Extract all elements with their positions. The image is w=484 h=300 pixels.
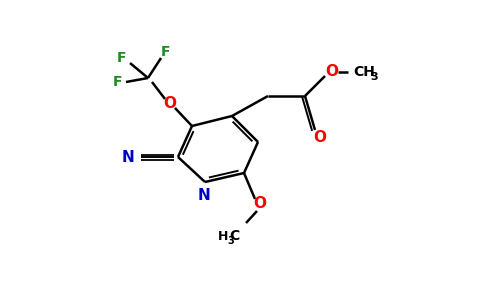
Text: F: F bbox=[160, 45, 170, 59]
Text: 3: 3 bbox=[227, 236, 234, 246]
Text: O: O bbox=[326, 64, 338, 80]
Text: 3: 3 bbox=[370, 72, 378, 82]
Text: CH: CH bbox=[353, 65, 375, 79]
Text: F: F bbox=[117, 51, 127, 65]
Text: H: H bbox=[218, 230, 228, 242]
Text: N: N bbox=[121, 149, 134, 164]
Text: C: C bbox=[230, 229, 240, 243]
Text: F: F bbox=[113, 75, 123, 89]
Text: O: O bbox=[164, 95, 177, 110]
Text: O: O bbox=[254, 196, 267, 211]
Text: O: O bbox=[314, 130, 327, 146]
Text: N: N bbox=[197, 188, 211, 203]
